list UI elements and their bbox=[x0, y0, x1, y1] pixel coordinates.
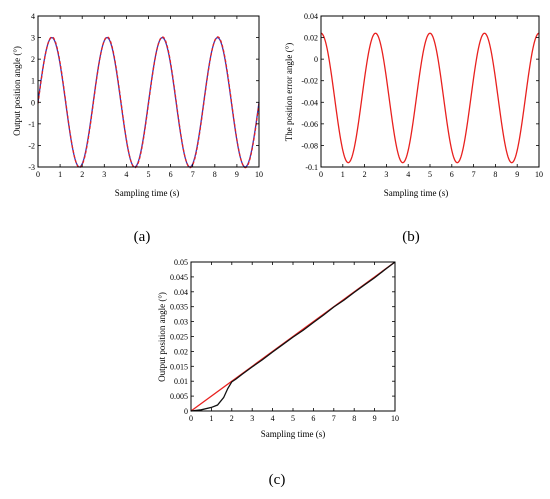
panel-a-xtick-label: 10 bbox=[255, 170, 263, 179]
panel-c-ytick-label: 0.03 bbox=[174, 318, 188, 327]
panel-c-ytick-label: 0 bbox=[184, 407, 188, 416]
panel-c-ytick-label: 0.015 bbox=[170, 362, 188, 371]
panel-c-xtick-label: 3 bbox=[250, 414, 254, 423]
panel-c-ytick-label: 0.045 bbox=[170, 273, 188, 282]
panel-a-xtick-label: 8 bbox=[213, 170, 217, 179]
panel-c-ytick-label: 0.05 bbox=[174, 258, 188, 267]
panel-b-ytick-label: 0.04 bbox=[304, 12, 318, 21]
panel-c-xtick-label: 5 bbox=[291, 414, 295, 423]
panel-a-ytick-label: 1 bbox=[31, 77, 35, 86]
panel-a-ytick-label: -3 bbox=[28, 163, 35, 172]
panel-a-xtick-label: 7 bbox=[191, 170, 195, 179]
panel-a-ytick-label: -1 bbox=[28, 120, 35, 129]
panel-c-ytick-label: 0.01 bbox=[174, 377, 188, 386]
panel-b-xtick-label: 8 bbox=[493, 170, 497, 179]
panel-a-ytick-label: 2 bbox=[31, 55, 35, 64]
panel-a-xtick-label: 2 bbox=[80, 170, 84, 179]
panel-b-ytick-label: 0 bbox=[314, 55, 318, 64]
panel-c-xtick-label: 10 bbox=[391, 414, 399, 423]
chart-panel-a: Sampling time (s) Output position angle … bbox=[12, 12, 263, 198]
panel-c-ytick-label: 0.025 bbox=[170, 333, 188, 342]
panel-b-ytick-label: -0.02 bbox=[301, 77, 318, 86]
panel-a-xtick-label: 0 bbox=[36, 170, 40, 179]
panel-c-ytick-label: 0.02 bbox=[174, 347, 188, 356]
panel-c-xtick-label: 8 bbox=[352, 414, 356, 423]
panel-b-xtick-label: 10 bbox=[535, 170, 543, 179]
panel-b-xtick-label: 1 bbox=[341, 170, 345, 179]
chart-panel-c: Sampling time (s) Output position angle … bbox=[157, 258, 399, 439]
panel-a-xtick-label: 6 bbox=[169, 170, 173, 179]
panel-b-xtick-label: 7 bbox=[472, 170, 476, 179]
panel-b-series-red-line bbox=[320, 32, 540, 164]
panel-c-xtick-label: 1 bbox=[209, 414, 213, 423]
panel-c-series-black-line bbox=[190, 261, 396, 412]
panel-b-ytick-label: -0.04 bbox=[301, 98, 318, 107]
panel-a-plot-frame bbox=[37, 15, 260, 168]
panel-b-ytick-label: -0.1 bbox=[305, 163, 318, 172]
panel-c-xtick-label: 7 bbox=[332, 414, 336, 423]
panel-b-ylabel: The position error angle (°) bbox=[284, 43, 294, 142]
panel-b-label: (b) bbox=[402, 229, 420, 245]
panel-a-series-red-line bbox=[37, 36, 260, 169]
panel-c-xlabel: Sampling time (s) bbox=[261, 429, 326, 439]
panel-b-xlabel: Sampling time (s) bbox=[384, 188, 449, 198]
panel-a-ylabel: Output position angle (°) bbox=[12, 46, 22, 136]
panel-a-xtick-label: 5 bbox=[147, 170, 151, 179]
panel-b-xtick-label: 3 bbox=[384, 170, 388, 179]
panel-b-xtick-label: 9 bbox=[515, 170, 519, 179]
panel-c-xtick-label: 4 bbox=[271, 414, 275, 423]
panel-c-label: (c) bbox=[269, 472, 286, 488]
panel-c-ylabel: Output position angle (°) bbox=[157, 292, 167, 382]
panel-b-ytick-label: 0.02 bbox=[304, 34, 318, 43]
panel-a-ytick-label: -2 bbox=[28, 141, 35, 150]
chart-panel-b: Sampling time (s) The position error ang… bbox=[284, 12, 543, 198]
panel-a-xtick-label: 3 bbox=[102, 170, 106, 179]
panel-b-xtick-label: 2 bbox=[363, 170, 367, 179]
panel-c-ytick-label: 0.035 bbox=[170, 303, 188, 312]
panel-b-xtick-label: 6 bbox=[450, 170, 454, 179]
panel-a-xtick-label: 1 bbox=[58, 170, 62, 179]
panel-a-xtick-label: 9 bbox=[235, 170, 239, 179]
panel-b-xtick-label: 5 bbox=[428, 170, 432, 179]
panel-c-xtick-label: 2 bbox=[230, 414, 234, 423]
panel-c-xtick-label: 0 bbox=[189, 414, 193, 423]
panel-c-ytick-label: 0.005 bbox=[170, 392, 188, 401]
panel-a-ytick-label: 3 bbox=[31, 34, 35, 43]
panel-b-xtick-label: 4 bbox=[406, 170, 410, 179]
panel-a-ytick-label: 0 bbox=[31, 98, 35, 107]
panel-b-ytick-label: -0.06 bbox=[301, 120, 318, 129]
panel-b-plot-frame bbox=[320, 15, 540, 168]
panel-a-ytick-label: 4 bbox=[31, 12, 35, 21]
panel-c-xtick-label: 9 bbox=[373, 414, 377, 423]
panel-a-label: (a) bbox=[134, 229, 151, 245]
panel-b-xtick-label: 0 bbox=[319, 170, 323, 179]
panel-c-ytick-label: 0.04 bbox=[174, 288, 188, 297]
panel-a-xtick-label: 4 bbox=[124, 170, 128, 179]
panel-a-xlabel: Sampling time (s) bbox=[115, 188, 180, 198]
panel-c-xtick-label: 6 bbox=[311, 414, 315, 423]
panel-b-ytick-label: -0.08 bbox=[301, 141, 318, 150]
